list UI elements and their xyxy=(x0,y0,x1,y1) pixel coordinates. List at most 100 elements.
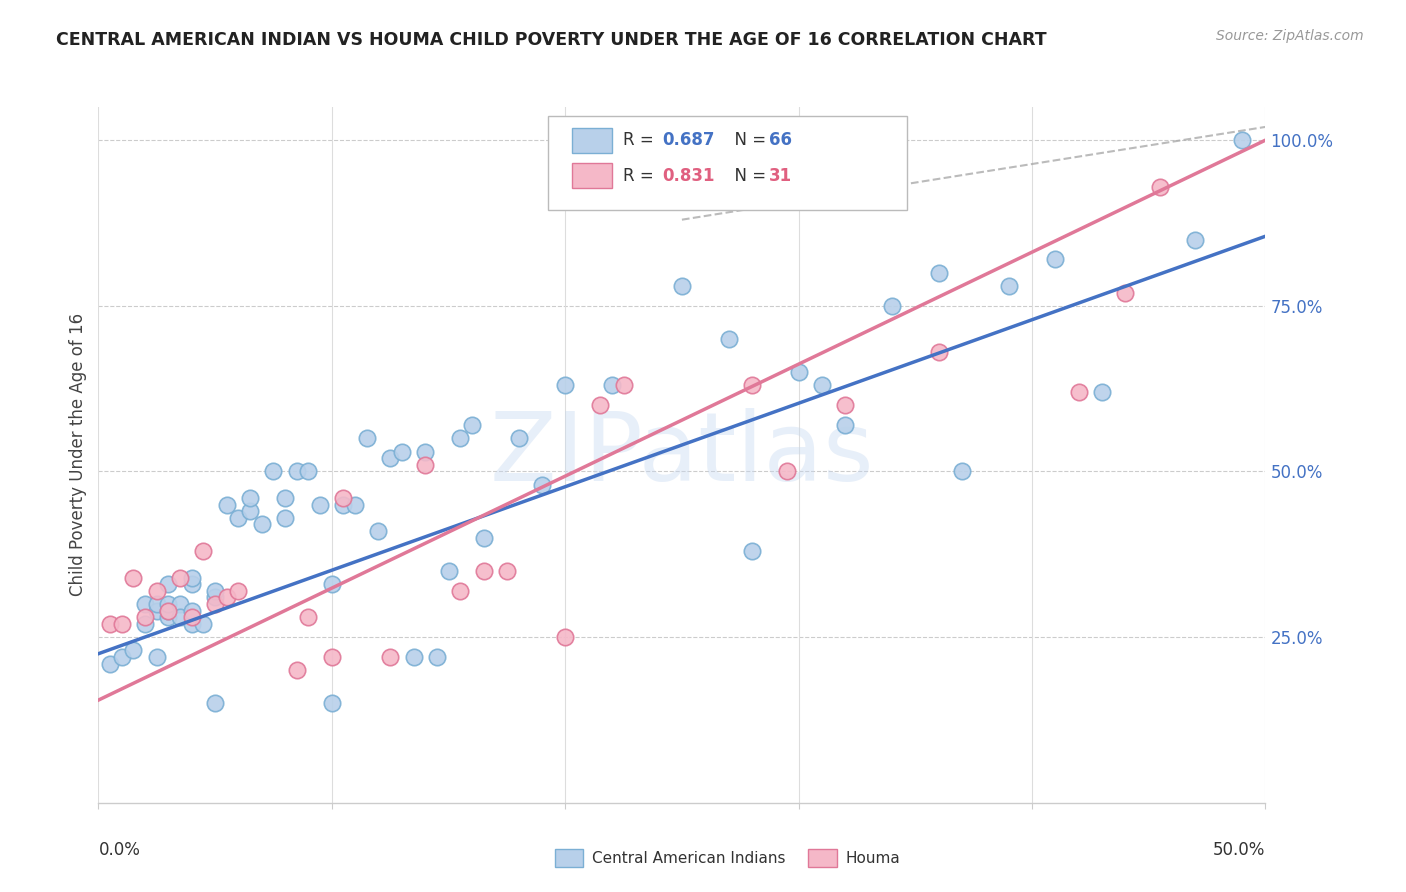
Text: 31: 31 xyxy=(769,167,792,185)
Point xyxy=(157,577,180,591)
Point xyxy=(228,583,250,598)
Point xyxy=(1230,133,1253,147)
Point xyxy=(776,465,799,479)
Text: N =: N = xyxy=(724,131,772,149)
Text: CENTRAL AMERICAN INDIAN VS HOUMA CHILD POVERTY UNDER THE AGE OF 16 CORRELATION C: CENTRAL AMERICAN INDIAN VS HOUMA CHILD P… xyxy=(56,31,1047,49)
Point xyxy=(332,491,354,505)
Point xyxy=(950,465,973,479)
Point xyxy=(1067,384,1090,399)
Y-axis label: Child Poverty Under the Age of 16: Child Poverty Under the Age of 16 xyxy=(69,313,87,597)
Point xyxy=(1114,285,1136,300)
Text: 0.687: 0.687 xyxy=(662,131,714,149)
Point xyxy=(1149,179,1171,194)
Point xyxy=(426,650,449,665)
Point xyxy=(461,418,484,433)
Point xyxy=(157,610,180,624)
Text: Source: ZipAtlas.com: Source: ZipAtlas.com xyxy=(1216,29,1364,43)
Point xyxy=(928,266,950,280)
Point xyxy=(741,378,763,392)
Point xyxy=(880,299,903,313)
Point xyxy=(530,477,553,491)
Point xyxy=(239,491,262,505)
Point xyxy=(741,544,763,558)
Text: R =: R = xyxy=(623,167,659,185)
Point xyxy=(297,610,319,624)
Point xyxy=(157,597,180,611)
Point xyxy=(1091,384,1114,399)
Text: 0.831: 0.831 xyxy=(662,167,714,185)
Text: 0.0%: 0.0% xyxy=(98,841,141,859)
Point xyxy=(834,418,856,433)
Point xyxy=(169,610,191,624)
Point xyxy=(215,498,238,512)
Point xyxy=(204,597,226,611)
Point xyxy=(169,570,191,584)
Point xyxy=(1184,233,1206,247)
Point xyxy=(180,570,202,584)
Text: Houma: Houma xyxy=(845,851,900,865)
Point xyxy=(437,564,460,578)
Point xyxy=(472,564,495,578)
Point xyxy=(157,604,180,618)
Point xyxy=(274,491,297,505)
Point xyxy=(180,616,202,631)
Point xyxy=(180,610,202,624)
Point xyxy=(413,458,436,472)
Point xyxy=(554,630,576,644)
Point xyxy=(146,583,169,598)
Point xyxy=(250,517,273,532)
Point xyxy=(193,544,215,558)
Point xyxy=(146,650,169,665)
Point xyxy=(380,451,402,466)
Point xyxy=(228,511,250,525)
Point xyxy=(671,279,693,293)
Point xyxy=(134,610,156,624)
Point xyxy=(391,444,413,458)
Point xyxy=(122,643,145,657)
Text: Central American Indians: Central American Indians xyxy=(592,851,786,865)
Point xyxy=(321,697,343,711)
Point xyxy=(285,663,308,677)
Point xyxy=(787,365,810,379)
Point xyxy=(811,378,834,392)
Point xyxy=(356,431,378,445)
Point xyxy=(204,697,226,711)
Point xyxy=(239,504,262,518)
Point xyxy=(111,650,134,665)
Point xyxy=(274,511,297,525)
Point xyxy=(367,524,389,538)
Point xyxy=(134,616,156,631)
Text: 50.0%: 50.0% xyxy=(1213,841,1265,859)
Point xyxy=(285,465,308,479)
Point xyxy=(332,498,354,512)
Text: N =: N = xyxy=(724,167,772,185)
Point xyxy=(309,498,332,512)
Point xyxy=(1045,252,1067,267)
Point xyxy=(193,616,215,631)
Point xyxy=(204,591,226,605)
Point xyxy=(146,604,169,618)
Point xyxy=(413,444,436,458)
Point xyxy=(402,650,425,665)
Point xyxy=(997,279,1019,293)
Point xyxy=(508,431,530,445)
Point xyxy=(600,378,623,392)
Point xyxy=(122,570,145,584)
Point xyxy=(321,650,343,665)
Point xyxy=(157,604,180,618)
Point xyxy=(111,616,134,631)
Point xyxy=(134,597,156,611)
Point xyxy=(449,431,471,445)
Point xyxy=(169,597,191,611)
Point xyxy=(449,583,471,598)
Point xyxy=(180,604,202,618)
Point xyxy=(98,616,121,631)
Point xyxy=(297,465,319,479)
Point xyxy=(321,577,343,591)
Point xyxy=(146,597,169,611)
Text: 66: 66 xyxy=(769,131,792,149)
Point xyxy=(834,398,856,412)
Point xyxy=(98,657,121,671)
Point xyxy=(262,465,284,479)
Point xyxy=(496,564,519,578)
